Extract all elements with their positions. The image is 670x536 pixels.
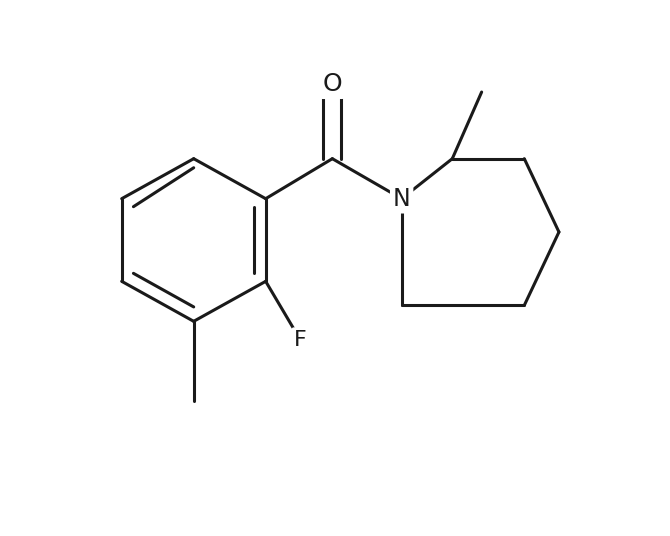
Text: F: F: [294, 330, 307, 350]
Text: O: O: [322, 72, 342, 96]
Text: N: N: [393, 187, 411, 211]
